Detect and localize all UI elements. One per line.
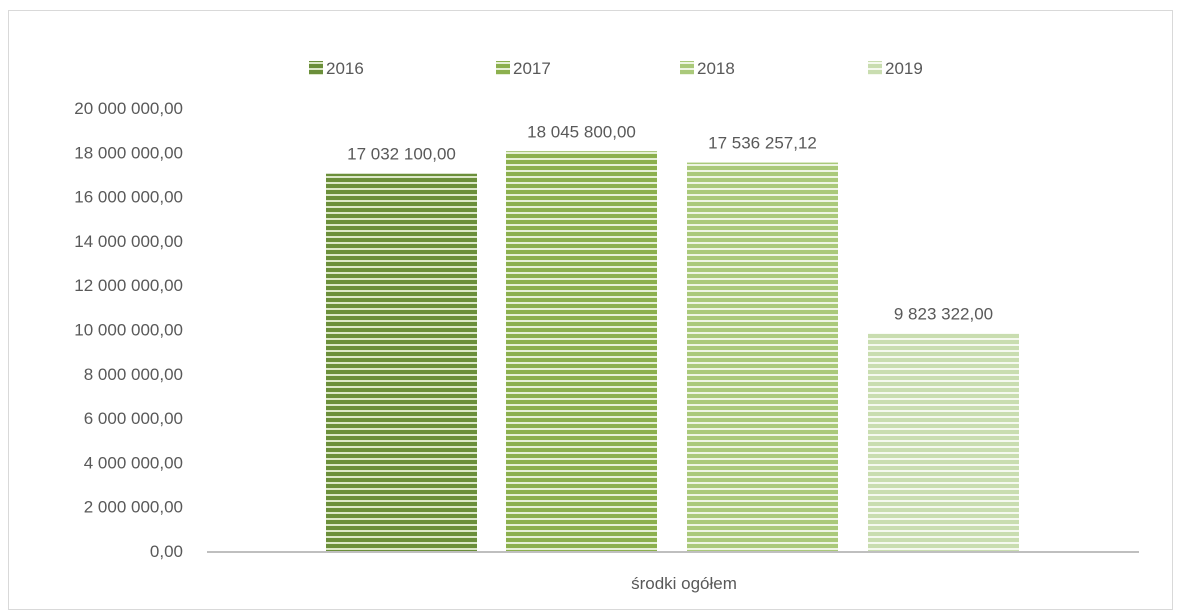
y-tick-label: 2 000 000,00 <box>84 498 183 517</box>
bars <box>326 151 1019 551</box>
y-tick-label: 12 000 000,00 <box>74 276 183 295</box>
legend-swatch-2016 <box>309 61 323 75</box>
y-tick-label: 18 000 000,00 <box>74 143 183 162</box>
y-tick-label: 8 000 000,00 <box>84 365 183 384</box>
data-label-2019: 9 823 322,00 <box>894 304 993 323</box>
category-label: środki ogółem <box>631 574 737 593</box>
legend-label-2018: 2018 <box>697 59 735 78</box>
bar-2018 <box>687 162 838 551</box>
legend-label-2016: 2016 <box>326 59 364 78</box>
y-tick-label: 4 000 000,00 <box>84 453 183 472</box>
data-label-2017: 18 045 800,00 <box>527 122 636 141</box>
legend-swatch-2018 <box>680 61 694 75</box>
data-label-2016: 17 032 100,00 <box>347 145 456 164</box>
y-tick-label: 0,00 <box>150 542 183 561</box>
bar-2017 <box>506 151 657 551</box>
y-tick-label: 14 000 000,00 <box>74 232 183 251</box>
bar-chart: 2016 2017 2018 2019 0,00 2 000 000,00 4 000 0… <box>74 59 1139 593</box>
bar-2019 <box>868 333 1019 551</box>
data-labels: 17 032 100,00 18 045 800,00 17 536 257,12 9… <box>347 122 993 323</box>
x-axis: środki ogółem <box>207 551 1139 593</box>
bar-2016 <box>326 173 477 551</box>
legend-label-2017: 2017 <box>513 59 551 78</box>
y-tick-label: 16 000 000,00 <box>74 188 183 207</box>
y-tick-label: 10 000 000,00 <box>74 321 183 340</box>
y-tick-label: 6 000 000,00 <box>84 409 183 428</box>
chart-frame: 2016 2017 2018 2019 0,00 2 000 000,00 4 000 0… <box>8 10 1173 610</box>
y-axis: 0,00 2 000 000,00 4 000 000,00 6 000 000,00… <box>74 99 183 561</box>
legend-label-2019: 2019 <box>885 59 923 78</box>
data-label-2018: 17 536 257,12 <box>708 134 817 153</box>
legend-swatch-2017 <box>496 61 510 75</box>
y-tick-label: 20 000 000,00 <box>74 99 183 118</box>
legend: 2016 2017 2018 2019 <box>309 59 923 78</box>
legend-swatch-2019 <box>868 61 882 75</box>
